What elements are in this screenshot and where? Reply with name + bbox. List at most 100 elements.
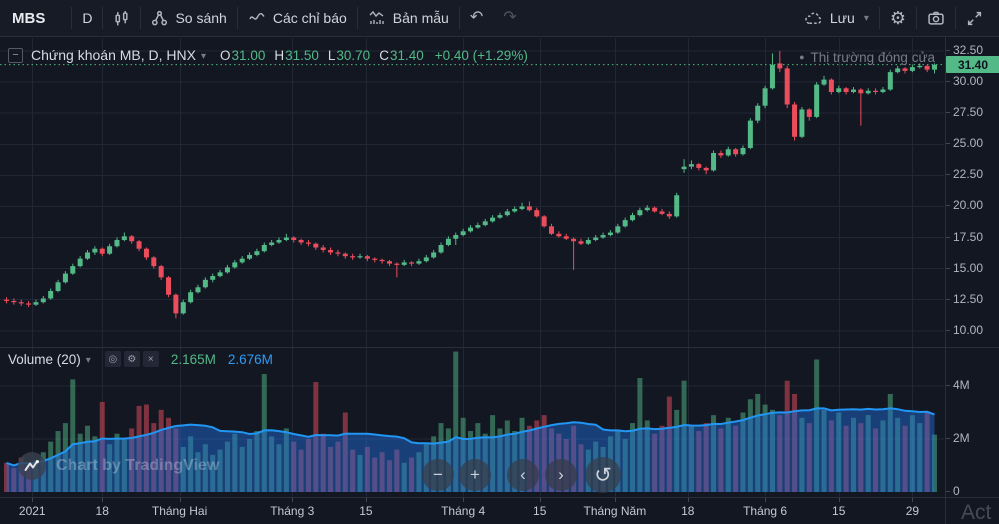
candle-body	[342, 253, 348, 257]
volume-bar	[55, 431, 61, 492]
tradingview-attribution[interactable]: Chart by TradingView	[18, 452, 219, 480]
candle-body	[210, 276, 216, 280]
price-tick-mark	[946, 50, 950, 51]
legend-symbol-title[interactable]: Chứng khoán MB, D, HNX	[31, 47, 196, 63]
toolbar-separator	[955, 7, 956, 29]
candle-body	[394, 263, 400, 265]
price-axis[interactable]: 31.40 32.50 30.00 27.50 25.00 22.50 20.00 17.5…	[945, 37, 999, 524]
zoom-in-button[interactable]: +	[459, 459, 491, 491]
candle-body	[637, 210, 643, 216]
time-tick-mark	[32, 498, 33, 502]
time-tick-mark	[102, 498, 103, 502]
candle-body	[556, 233, 562, 237]
study-settings-icon[interactable]: ⚙	[123, 351, 140, 367]
volume-bar	[777, 415, 783, 492]
symbol-button[interactable]: MBS	[12, 9, 46, 27]
status-dot-icon: ●	[799, 52, 805, 62]
volume-bar	[526, 425, 532, 492]
time-axis[interactable]: Act 2021 18 Tháng Hai Tháng 3 15 Tháng 4 15 Thá…	[0, 497, 999, 524]
candle-body	[33, 302, 39, 305]
volume-bar	[688, 425, 694, 492]
volume-bar	[887, 393, 893, 492]
remove-study-icon[interactable]: ×	[142, 351, 159, 367]
market-status: ● Thị trường đóng cửa	[799, 50, 935, 65]
candle-body	[158, 266, 164, 278]
volume-bar	[659, 425, 665, 492]
templates-button[interactable]: Bản mẫu	[358, 0, 459, 36]
time-tick-label: 2021	[18, 504, 46, 518]
candle-body	[931, 64, 937, 70]
volume-bar	[630, 423, 636, 492]
volume-bar	[652, 433, 658, 492]
candle-body	[445, 238, 451, 245]
zoom-out-button[interactable]: −	[422, 459, 454, 491]
open-label: O	[220, 47, 231, 63]
price-tick-label: 25.00	[953, 136, 984, 151]
volume-bar	[313, 382, 319, 492]
fullscreen-button[interactable]	[956, 0, 993, 36]
volume-bar	[703, 423, 709, 492]
visibility-icon[interactable]: ◎	[104, 351, 121, 367]
volume-bar	[924, 411, 930, 492]
redo-icon: ↷	[503, 9, 517, 26]
price-tick-label: 20.00	[953, 198, 984, 213]
candle-body	[239, 258, 245, 263]
indicators-label: Các chỉ báo	[272, 10, 347, 26]
time-tick-label: Tháng Hai	[151, 504, 208, 518]
interval-button[interactable]: D	[82, 10, 93, 26]
chevron-down-icon[interactable]: ▾	[201, 50, 207, 62]
volume-bar	[718, 428, 724, 492]
volume-tick-mark	[946, 385, 950, 386]
reset-chart-button[interactable]: ↺	[585, 457, 621, 493]
scroll-left-button[interactable]: ‹	[507, 459, 539, 491]
candle-body	[232, 262, 238, 268]
price-tick-label: 12.50	[953, 291, 984, 306]
candle-body	[814, 84, 820, 117]
indicators-button[interactable]: Các chỉ báo	[238, 0, 357, 36]
time-tick-label: 18	[681, 504, 695, 518]
time-tick-mark	[912, 498, 913, 502]
close-label: C	[379, 47, 389, 63]
candle-body	[335, 252, 341, 254]
candle-body	[585, 240, 591, 244]
settings-button[interactable]: ⚙	[880, 0, 916, 36]
candle-body	[416, 261, 422, 264]
candle-body	[688, 164, 694, 167]
volume-bar	[438, 423, 444, 492]
volume-bar	[298, 449, 304, 492]
candle-body	[762, 88, 768, 106]
screenshot-button[interactable]	[917, 0, 955, 36]
volume-bar	[129, 428, 135, 492]
volume-bar	[850, 417, 856, 492]
volume-bar	[210, 454, 216, 492]
volume-study-title[interactable]: Volume (20)	[8, 351, 81, 367]
volume-bar	[784, 380, 790, 492]
cloud-save-icon	[804, 10, 823, 26]
volume-bar	[320, 433, 326, 492]
price-tick-label: 27.50	[953, 105, 984, 120]
redo-button[interactable]: ↷	[493, 0, 526, 36]
volume-bar	[239, 446, 245, 492]
volume-bar	[836, 412, 842, 492]
low-value: 30.70	[336, 47, 371, 63]
candle-body	[40, 298, 46, 303]
save-layout-button[interactable]: Lưu ▾	[794, 0, 879, 36]
price-tick-mark	[946, 143, 950, 145]
tradingview-logo-icon	[18, 452, 46, 480]
save-label: Lưu	[829, 10, 855, 26]
compare-button[interactable]: So sánh	[141, 0, 236, 36]
chart-style-button[interactable]	[103, 0, 140, 36]
low-label: L	[327, 47, 336, 63]
price-tick-label: 10.00	[953, 322, 984, 337]
chevron-down-icon[interactable]: ▾	[85, 354, 91, 366]
candle-body	[777, 63, 783, 69]
scroll-right-button[interactable]: ›	[545, 459, 577, 491]
volume-bar	[195, 452, 201, 492]
toolbar-separator	[140, 7, 142, 29]
volume-bar	[637, 378, 643, 492]
volume-tick-label: 0	[953, 484, 960, 498]
candle-body	[703, 167, 709, 171]
undo-button[interactable]: ↶	[460, 0, 493, 36]
legend-collapse-button[interactable]: −	[8, 47, 23, 63]
